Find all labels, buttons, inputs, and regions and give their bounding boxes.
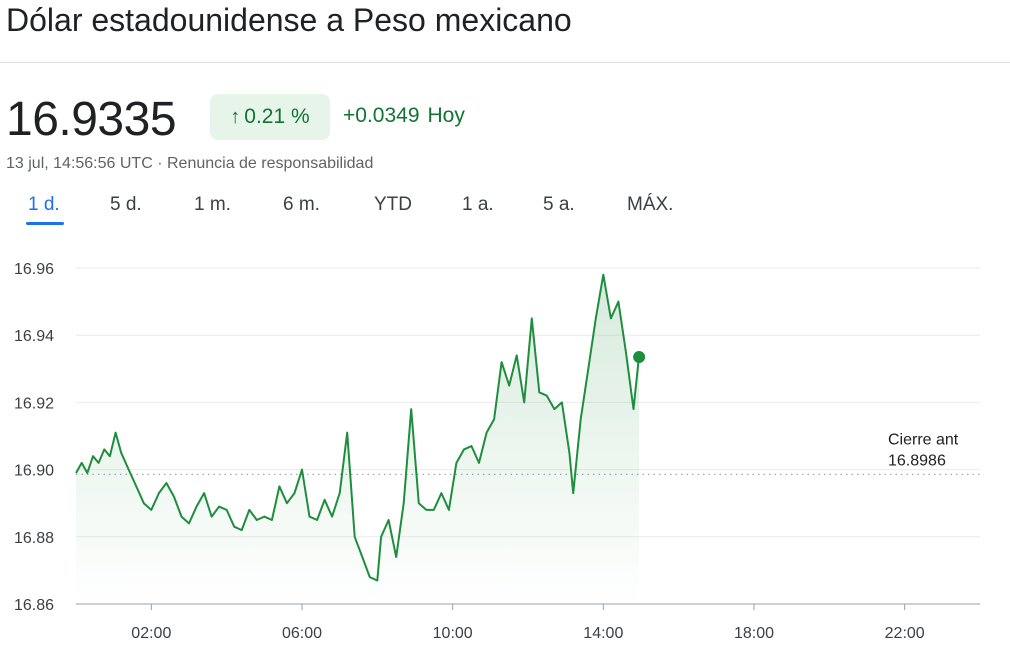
meta-separator: · [157, 155, 163, 172]
absolute-change: +0.0349 Hoy [343, 104, 465, 128]
y-tick-label: 16.96 [14, 261, 54, 278]
disclaimer-link[interactable]: Renuncia de responsabilidad [166, 155, 374, 172]
tab-1d[interactable]: 1 d. [28, 194, 60, 215]
x-tick-label: 18:00 [734, 625, 774, 642]
selected-tab-indicator [26, 222, 64, 225]
previous-close-label: Cierre ant [888, 431, 959, 448]
quote-timestamp: 13 jul, 14:56:56 UTC [6, 155, 153, 172]
x-tick-label: 10:00 [433, 625, 473, 642]
percent-change-badge: ↑ 0.21 % [210, 94, 330, 140]
tab-1m[interactable]: 1 m. [194, 194, 231, 215]
absolute-change-value: +0.0349 [343, 104, 420, 127]
y-tick-label: 16.92 [14, 395, 54, 412]
range-tabs: 1 d. 5 d. 1 m. 6 m. YTD 1 a. 5 a. MÁX. [0, 194, 1010, 230]
tab-6m[interactable]: 6 m. [283, 194, 320, 215]
price-line [75, 273, 641, 582]
x-tick-label: 14:00 [583, 625, 623, 642]
y-tick-label: 16.86 [14, 597, 54, 614]
y-tick-label: 16.94 [14, 328, 54, 345]
current-price: 16.9335 [6, 93, 177, 146]
last-price-dot [633, 351, 646, 364]
tab-max[interactable]: MÁX. [627, 194, 674, 215]
tab-1y[interactable]: 1 a. [462, 194, 494, 215]
price-chart[interactable]: 16.96 16.94 16.92 16.90 16.88 16.86 02:00 06:00… [0, 240, 1010, 661]
arrow-up-icon: ↑ [230, 105, 241, 128]
price-area-fill [76, 274, 640, 604]
page-title: Dólar estadounidense a Peso mexicano [6, 2, 572, 38]
period-label: Hoy [427, 104, 465, 127]
y-tick-label: 16.88 [14, 530, 54, 547]
percent-change-value: 0.21 % [244, 105, 310, 128]
x-tick-label: 06:00 [282, 625, 322, 642]
y-tick-label: 16.90 [14, 463, 54, 480]
tab-5d[interactable]: 5 d. [110, 194, 142, 215]
quote-meta: 13 jul, 14:56:56 UTC · Renuncia de respo… [6, 155, 373, 173]
x-tick-label: 22:00 [885, 625, 925, 642]
x-tick-label: 02:00 [131, 625, 171, 642]
tab-ytd[interactable]: YTD [374, 194, 412, 215]
previous-close-value: 16.8986 [888, 452, 946, 469]
header-divider [0, 62, 1010, 63]
tab-5y[interactable]: 5 a. [543, 194, 575, 215]
